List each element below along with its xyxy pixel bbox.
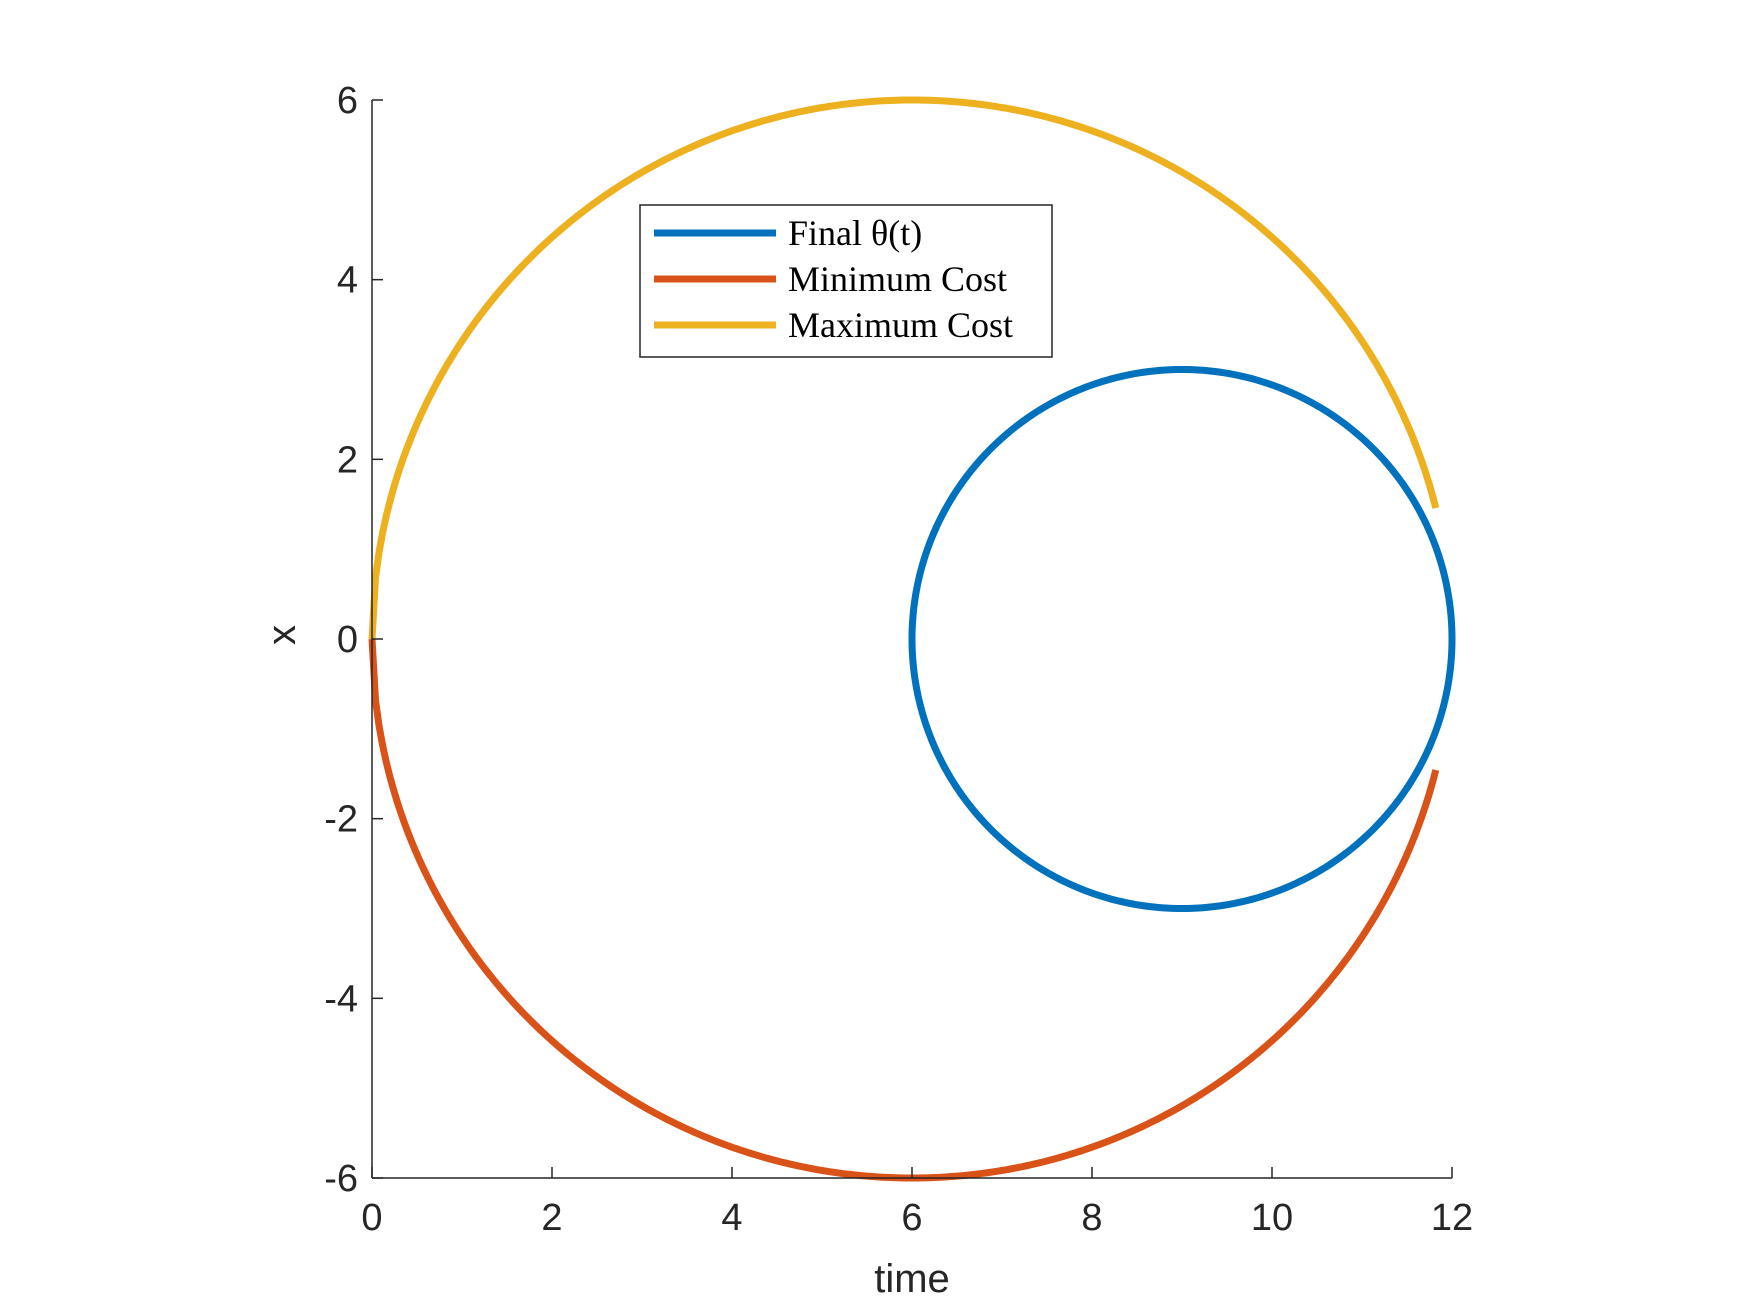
legend-label-0: Final θ(t) xyxy=(788,213,922,253)
legend-label-1: Minimum Cost xyxy=(788,259,1007,299)
x-tick-label-4: 8 xyxy=(1081,1197,1102,1239)
y-tick-label-2: -2 xyxy=(324,799,358,841)
axes: 0 2 4 6 8 10 12 -6 -4 -2 0 2 4 6 xyxy=(324,80,1473,1239)
y-tick-label-5: 4 xyxy=(337,260,358,302)
legend-label-2: Maximum Cost xyxy=(788,305,1013,345)
x-tick-label-5: 10 xyxy=(1251,1197,1293,1239)
y-tick-label-4: 2 xyxy=(337,439,358,481)
y-axis-label: x xyxy=(260,625,304,645)
x-tick-label-6: 12 xyxy=(1431,1197,1473,1239)
y-tick-label-1: -4 xyxy=(324,978,358,1020)
series-line-0 xyxy=(908,366,1456,912)
x-tick-label-1: 2 xyxy=(541,1197,562,1239)
series-line-2 xyxy=(368,96,1440,640)
x-tick-label-3: 6 xyxy=(901,1197,922,1239)
x-tick-label-0: 0 xyxy=(361,1197,382,1239)
y-tick-label-6: 6 xyxy=(337,80,358,122)
x-axis-label: time xyxy=(874,1257,950,1301)
series-line-1 xyxy=(368,638,1440,1182)
y-tick-label-0: -6 xyxy=(324,1158,358,1200)
legend: Final θ(t) Minimum Cost Maximum Cost xyxy=(639,204,1053,358)
y-tick-label-3: 0 xyxy=(337,619,358,661)
x-tick-label-2: 4 xyxy=(721,1197,742,1239)
